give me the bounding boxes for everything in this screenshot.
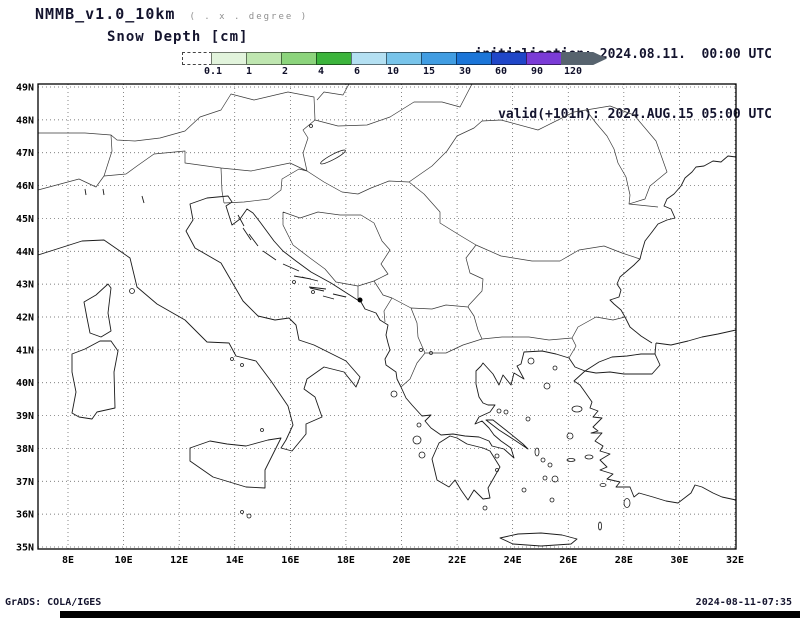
lon-tick-label: 20E [392, 555, 410, 566]
lon-tick-label: 26E [559, 555, 577, 566]
lat-tick-label: 43N [16, 280, 34, 291]
colorbar-tick-label: 2 [281, 66, 289, 77]
bottom-bar [60, 611, 800, 618]
lat-tick-label: 42N [16, 313, 34, 324]
model-title: NMMB_v1.0_10km [35, 5, 176, 23]
lat-tick-label: 37N [16, 477, 34, 488]
country-borders [37, 83, 668, 388]
dalmatian-islands [237, 214, 347, 300]
colorbar-tick-label: 60 [494, 66, 508, 77]
island-crete [499, 532, 578, 547]
lon-tick-label: 30E [670, 555, 688, 566]
graticule-gridlines [38, 84, 736, 549]
lat-tick-label: 48N [16, 115, 34, 126]
colorbar-tick-label: 6 [353, 66, 361, 77]
colorbar-tick-label: 90 [530, 66, 544, 77]
kotor-bay-blob [357, 297, 363, 303]
aegean-islands [129, 124, 631, 531]
lat-tick-label: 35N [16, 543, 34, 554]
grads-credit: GrADS: COLA/IGES [5, 597, 102, 608]
island-corsica [83, 283, 112, 338]
lon-tick-label: 24E [504, 555, 522, 566]
lon-tick-label: 22E [448, 555, 466, 566]
colorbar-tick-label: 10 [386, 66, 400, 77]
lon-tick-label: 12E [170, 555, 188, 566]
island-sardinia [71, 340, 119, 420]
colorbar-tick-label: 30 [458, 66, 472, 77]
lat-tick-label: 39N [16, 411, 34, 422]
lon-tick-label: 16E [281, 555, 299, 566]
lon-tick-label: 28E [615, 555, 633, 566]
field-title: Snow Depth [cm] [107, 29, 249, 45]
colorbar-tick-label: 4 [317, 66, 325, 77]
island-sicily [189, 437, 282, 489]
colorbar-tick-label: 120 [563, 66, 583, 77]
alpine-lakes [84, 188, 145, 204]
island-euboea [485, 419, 529, 450]
header-left: NMMB_v1.0_10km ( . x . degree ) Snow Dep… [35, 5, 308, 45]
coastlines [37, 155, 737, 547]
axis-tick-labels: 49N 48N 47N 46N 45N 44N 43N 42N 41N 40N 39N 38N 37N 3… [16, 83, 744, 567]
colorbar-labels: 0.1 1 2 4 6 10 15 30 60 90 120 [183, 65, 607, 78]
lon-tick-label: 32E [726, 555, 744, 566]
model-resolution-note: ( . x . degree ) [189, 12, 309, 22]
lat-tick-label: 45N [16, 214, 34, 225]
coastline-black-sea [609, 155, 737, 346]
valid-time: valid(+101h): 2024.AUG.15 05:00 UTC [498, 107, 772, 122]
lat-tick-label: 47N [16, 148, 34, 159]
colorbar-legend: 0.1 1 2 4 6 10 15 30 60 90 120 [182, 52, 607, 78]
colorbar-tick-label: 15 [422, 66, 436, 77]
creation-timestamp: 2024-08-11-07:35 [695, 597, 792, 608]
lake-balaton [320, 149, 346, 165]
lat-tick-label: 40N [16, 378, 34, 389]
colorbar-overflow-arrow [561, 52, 607, 65]
lat-tick-label: 36N [16, 510, 34, 521]
coastline-mainland [37, 195, 737, 504]
lon-tick-label: 8E [62, 555, 74, 566]
coastline-marmara [584, 342, 661, 375]
border-lines [37, 83, 668, 388]
lon-tick-label: 10E [115, 555, 133, 566]
lat-tick-label: 41N [16, 345, 34, 356]
colorbar-tick-label: 0.1 [203, 66, 223, 77]
lat-tick-label: 44N [16, 247, 34, 258]
colorbar-tick-label: 1 [245, 66, 253, 77]
lon-tick-label: 14E [226, 555, 244, 566]
colorbar-track [182, 52, 607, 65]
lon-tick-label: 18E [337, 555, 355, 566]
coastline-peloponnese [431, 435, 501, 501]
map-frame [37, 83, 737, 550]
lat-tick-label: 49N [16, 83, 34, 94]
lat-tick-label: 38N [16, 444, 34, 455]
lat-tick-label: 46N [16, 181, 34, 192]
